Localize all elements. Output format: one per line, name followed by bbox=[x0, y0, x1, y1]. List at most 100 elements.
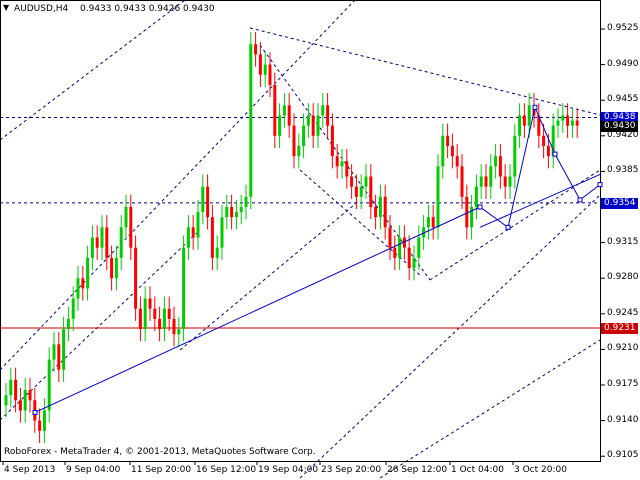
candle-body bbox=[244, 196, 248, 207]
price-tag: 0.9354 bbox=[601, 197, 638, 209]
candle-body bbox=[90, 237, 94, 258]
candle-body bbox=[100, 227, 104, 248]
candle-body bbox=[234, 212, 238, 218]
candle-body bbox=[292, 125, 296, 157]
candle-body bbox=[364, 176, 368, 187]
horizontal-levels bbox=[0, 116, 600, 329]
candle-body bbox=[489, 166, 493, 187]
candle-body bbox=[503, 176, 507, 187]
candle-body bbox=[287, 105, 291, 126]
candle-body bbox=[388, 227, 392, 248]
candle-body bbox=[570, 120, 574, 126]
candle-body bbox=[273, 84, 277, 136]
trend-line bbox=[0, 0, 186, 141]
candle-body bbox=[114, 257, 118, 279]
copyright-label: RoboForex - MetaTrader 4, © 2001-2013, M… bbox=[4, 447, 316, 457]
candle-body bbox=[239, 207, 243, 213]
candle-body bbox=[369, 176, 373, 207]
candle-body bbox=[383, 196, 387, 228]
candle-body bbox=[542, 135, 546, 146]
candle-body bbox=[263, 64, 267, 75]
candle-body bbox=[508, 176, 512, 187]
candle-body bbox=[321, 105, 325, 116]
candle-body bbox=[105, 227, 109, 258]
candle-body bbox=[378, 196, 382, 218]
candle-body bbox=[422, 227, 426, 238]
y-tick-label: 0.9490 bbox=[607, 58, 639, 69]
candle-body bbox=[431, 217, 435, 228]
candle-body bbox=[350, 176, 354, 187]
candle-body bbox=[426, 217, 430, 228]
candle-body bbox=[23, 390, 27, 411]
candle-body bbox=[393, 247, 397, 258]
candle-body bbox=[561, 115, 565, 121]
candle-body bbox=[518, 115, 522, 136]
forecast-marker bbox=[505, 224, 511, 230]
candle-body bbox=[537, 115, 541, 136]
candle-body bbox=[196, 212, 200, 238]
price-tag: 0.9430 bbox=[601, 120, 638, 132]
candle-body bbox=[177, 329, 181, 335]
candle-body bbox=[162, 308, 166, 330]
forecast-path bbox=[32, 104, 603, 415]
candle-body bbox=[484, 176, 488, 187]
x-tick-label: 1 Oct 04:00 bbox=[451, 465, 504, 475]
candle-body bbox=[297, 145, 301, 157]
candle-body bbox=[38, 420, 42, 431]
candle-body bbox=[42, 410, 46, 431]
trend-line bbox=[299, 194, 601, 479]
candle-body bbox=[172, 318, 176, 335]
candle-body bbox=[215, 247, 219, 258]
forecast-marker bbox=[552, 151, 558, 157]
candle-body bbox=[513, 135, 517, 177]
trend-line bbox=[0, 229, 201, 421]
price-tag: 0.9231 bbox=[601, 323, 638, 335]
forecast-marker bbox=[32, 409, 38, 415]
candle-body bbox=[186, 227, 190, 248]
y-tick-label: 0.9280 bbox=[607, 272, 639, 283]
forecast-marker bbox=[532, 104, 538, 110]
candle-body bbox=[441, 135, 445, 167]
candle-body bbox=[95, 237, 99, 248]
candle-body bbox=[402, 237, 406, 248]
candle-body bbox=[206, 186, 210, 218]
candle-body bbox=[354, 186, 358, 197]
candle-body bbox=[71, 298, 75, 319]
candle-body bbox=[436, 166, 440, 228]
candle-body bbox=[124, 207, 128, 228]
y-tick-label: 0.9245 bbox=[607, 307, 639, 318]
candle-body bbox=[119, 227, 123, 258]
candle-body bbox=[316, 115, 320, 136]
candle-body bbox=[335, 156, 339, 167]
x-tick-label: 23 Sep 20:00 bbox=[321, 465, 382, 475]
trend-line bbox=[429, 169, 601, 281]
trend-line bbox=[0, 0, 356, 371]
price-tag: 0.9438 bbox=[601, 112, 638, 124]
trend-line bbox=[249, 27, 601, 116]
y-tick-label: 0.9420 bbox=[607, 129, 639, 140]
candle-body bbox=[57, 344, 61, 370]
candle-body bbox=[76, 278, 80, 299]
candle-body bbox=[47, 359, 51, 411]
candle-body bbox=[230, 207, 234, 218]
candle-body bbox=[556, 120, 560, 126]
candle-body bbox=[498, 156, 502, 177]
x-tick-label: 9 Sep 04:00 bbox=[66, 465, 121, 475]
candle-body bbox=[28, 390, 32, 401]
x-tick-label: 26 Sep 12:00 bbox=[387, 465, 448, 475]
trend-line bbox=[379, 339, 601, 479]
y-tick-label: 0.9315 bbox=[607, 236, 639, 247]
x-tick-label: 16 Sep 12:00 bbox=[196, 465, 257, 475]
candle-body bbox=[110, 257, 114, 279]
forecast-marker bbox=[597, 182, 603, 188]
candle-body bbox=[450, 145, 454, 157]
candle-body bbox=[9, 379, 13, 396]
candle-body bbox=[407, 247, 411, 269]
forecast-marker bbox=[577, 197, 583, 203]
candle-body bbox=[268, 64, 272, 85]
candle-body bbox=[52, 344, 56, 360]
candle-body bbox=[546, 145, 550, 157]
candle-body bbox=[398, 237, 402, 258]
price-axis bbox=[601, 28, 605, 457]
